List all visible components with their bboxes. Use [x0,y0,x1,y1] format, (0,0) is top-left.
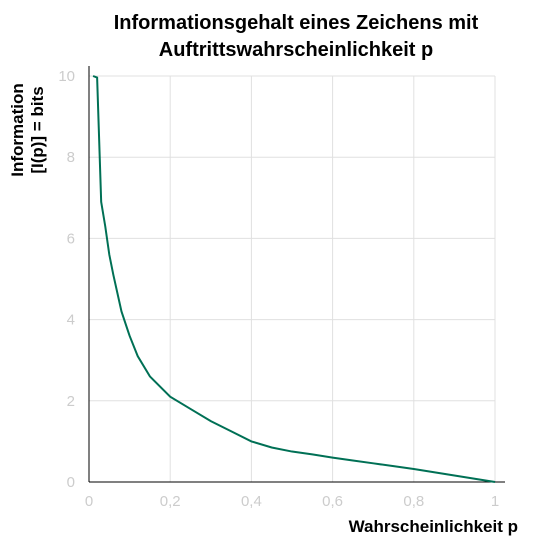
grid [89,75,496,482]
x-tick-label: 0,8 [403,493,424,510]
y-tick-label: 4 [67,312,75,329]
y-tick-label: 8 [67,149,75,166]
series-layer [92,75,496,483]
y-tick-label: 6 [67,230,75,247]
chart-title-line-1: Informationsgehalt eines Zeichens mit [114,12,479,34]
x-tick-label: 0,6 [322,493,343,510]
y-axis-title-line-2: [I(p)] = bits [28,86,47,173]
y-tick-label: 2 [67,393,75,410]
y-tick-label: 0 [67,474,75,491]
x-tick-label: 0,2 [160,493,181,510]
x-axis-title: Wahrscheinlichkeit p [349,517,518,536]
series-line [92,75,496,483]
axes [88,66,505,483]
titles: Informationsgehalt eines Zeichens mit Au… [8,12,518,536]
y-tick-label: 10 [58,68,75,85]
x-tick-label: 1 [491,493,499,510]
y-axis-title-line-1: Information [8,83,27,177]
chart-title-line-2: Auftrittswahrscheinlichkeit p [159,39,434,61]
x-tick-label: 0 [85,493,93,510]
x-tick-label: 0,4 [241,493,262,510]
